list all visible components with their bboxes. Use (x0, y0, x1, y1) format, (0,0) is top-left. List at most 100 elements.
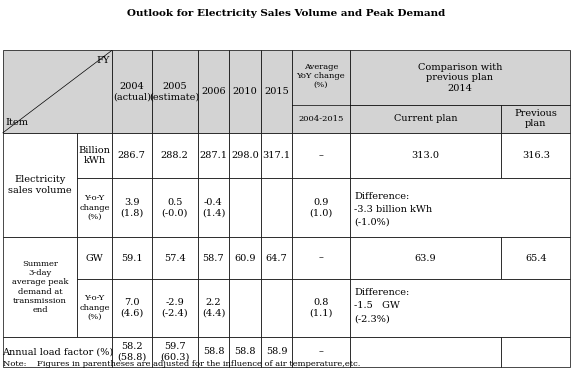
Bar (292, 337, 350, 367)
Bar (350, 105, 501, 133)
Text: 316.3: 316.3 (522, 151, 550, 160)
Bar (198, 237, 229, 279)
Bar (350, 337, 501, 367)
Bar (261, 237, 292, 279)
Bar (229, 50, 261, 133)
Text: 298.0: 298.0 (231, 151, 259, 160)
Bar (3, 133, 77, 237)
Text: 0.8
(1.1): 0.8 (1.1) (309, 298, 332, 317)
Text: 57.4: 57.4 (164, 254, 186, 263)
Text: 2.2
(4.4): 2.2 (4.4) (202, 298, 225, 317)
Text: Item: Item (5, 118, 28, 127)
Text: 288.2: 288.2 (161, 151, 189, 160)
Text: 58.8: 58.8 (234, 347, 256, 356)
Bar (152, 178, 198, 237)
Bar (77, 237, 112, 279)
Bar (152, 50, 198, 133)
Text: (-2.3%): (-2.3%) (354, 314, 390, 324)
Bar (261, 178, 292, 237)
Text: –: – (319, 254, 323, 263)
Bar (112, 337, 152, 367)
Bar (198, 279, 229, 337)
Text: 3.9
(1.8): 3.9 (1.8) (120, 198, 143, 217)
Text: FY: FY (96, 56, 109, 65)
Bar (501, 133, 570, 178)
Bar (292, 50, 350, 133)
Text: Electricity
sales volume: Electricity sales volume (8, 175, 72, 195)
Bar (77, 279, 112, 337)
Text: 63.9: 63.9 (415, 254, 436, 263)
Text: -0.4
(1.4): -0.4 (1.4) (202, 198, 225, 217)
Bar (77, 178, 112, 237)
Text: 58.8: 58.8 (203, 347, 224, 356)
Bar (112, 133, 152, 178)
Text: 2006: 2006 (201, 87, 226, 96)
Bar (112, 279, 152, 337)
Text: Previous
plan: Previous plan (515, 109, 557, 128)
Text: 59.1: 59.1 (121, 254, 143, 263)
Text: 59.7
(60.3): 59.7 (60.3) (160, 342, 190, 361)
Bar (3, 50, 112, 133)
Text: 64.7: 64.7 (266, 254, 287, 263)
Bar (112, 178, 152, 237)
Bar (152, 337, 198, 367)
Text: Billion
kWh: Billion kWh (79, 145, 111, 165)
Text: 286.7: 286.7 (118, 151, 146, 160)
Bar (229, 133, 261, 178)
Text: Note:    Figures in parentheses are adjusted for the influence of air temperatur: Note: Figures in parentheses are adjuste… (3, 361, 360, 368)
Text: (-1.0%): (-1.0%) (354, 218, 390, 227)
Bar (152, 133, 198, 178)
Bar (3, 237, 77, 337)
Text: -3.3 billion kWh: -3.3 billion kWh (354, 205, 432, 214)
Bar (261, 50, 292, 133)
Bar (3, 337, 112, 367)
Text: Difference:: Difference: (354, 192, 409, 201)
Text: 2004-2015: 2004-2015 (298, 115, 344, 123)
Bar (501, 337, 570, 367)
Text: -2.9
(-2.4): -2.9 (-2.4) (162, 298, 188, 317)
Text: Current plan: Current plan (394, 114, 457, 123)
Text: Average
YoY change
(%): Average YoY change (%) (297, 62, 345, 89)
Text: Outlook for Electricity Sales Volume and Peak Demand: Outlook for Electricity Sales Volume and… (127, 9, 446, 18)
Text: Difference:: Difference: (354, 288, 409, 297)
Bar (198, 178, 229, 237)
Bar (350, 133, 501, 178)
Text: 317.1: 317.1 (262, 151, 291, 160)
Bar (501, 237, 570, 279)
Bar (292, 178, 350, 237)
Text: 58.2
(58.8): 58.2 (58.8) (117, 342, 147, 361)
Bar (292, 237, 350, 279)
Bar (198, 50, 229, 133)
Text: 7.0
(4.6): 7.0 (4.6) (120, 298, 143, 317)
Text: Summer
3-day
average peak
demand at
transmission
end: Summer 3-day average peak demand at tran… (12, 260, 68, 314)
Bar (198, 133, 229, 178)
Text: Y-o-Y
change
(%): Y-o-Y change (%) (79, 194, 110, 221)
Text: 0.9
(1.0): 0.9 (1.0) (309, 198, 332, 217)
Text: Y-o-Y
change
(%): Y-o-Y change (%) (79, 294, 110, 321)
Bar (229, 178, 261, 237)
Bar (261, 337, 292, 367)
Bar (261, 279, 292, 337)
Text: 0.5
(-0.0): 0.5 (-0.0) (162, 198, 188, 217)
Bar (152, 237, 198, 279)
Bar (261, 133, 292, 178)
Text: 58.9: 58.9 (266, 347, 287, 356)
Bar (198, 337, 229, 367)
Text: Comparison with
previous plan
2014: Comparison with previous plan 2014 (418, 63, 502, 92)
Text: 60.9: 60.9 (234, 254, 256, 263)
Bar (229, 279, 261, 337)
Bar (229, 337, 261, 367)
Bar (152, 279, 198, 337)
Text: 65.4: 65.4 (525, 254, 547, 263)
Text: –: – (319, 151, 323, 160)
Text: 287.1: 287.1 (199, 151, 227, 160)
Text: 313.0: 313.0 (411, 151, 439, 160)
Bar (501, 105, 570, 133)
Text: 2005
(estimate): 2005 (estimate) (150, 82, 200, 101)
Bar (292, 279, 350, 337)
Bar (350, 237, 501, 279)
Text: –: – (319, 347, 323, 356)
Bar (350, 50, 570, 105)
Bar (77, 133, 112, 178)
Text: -1.5   GW: -1.5 GW (354, 301, 400, 310)
